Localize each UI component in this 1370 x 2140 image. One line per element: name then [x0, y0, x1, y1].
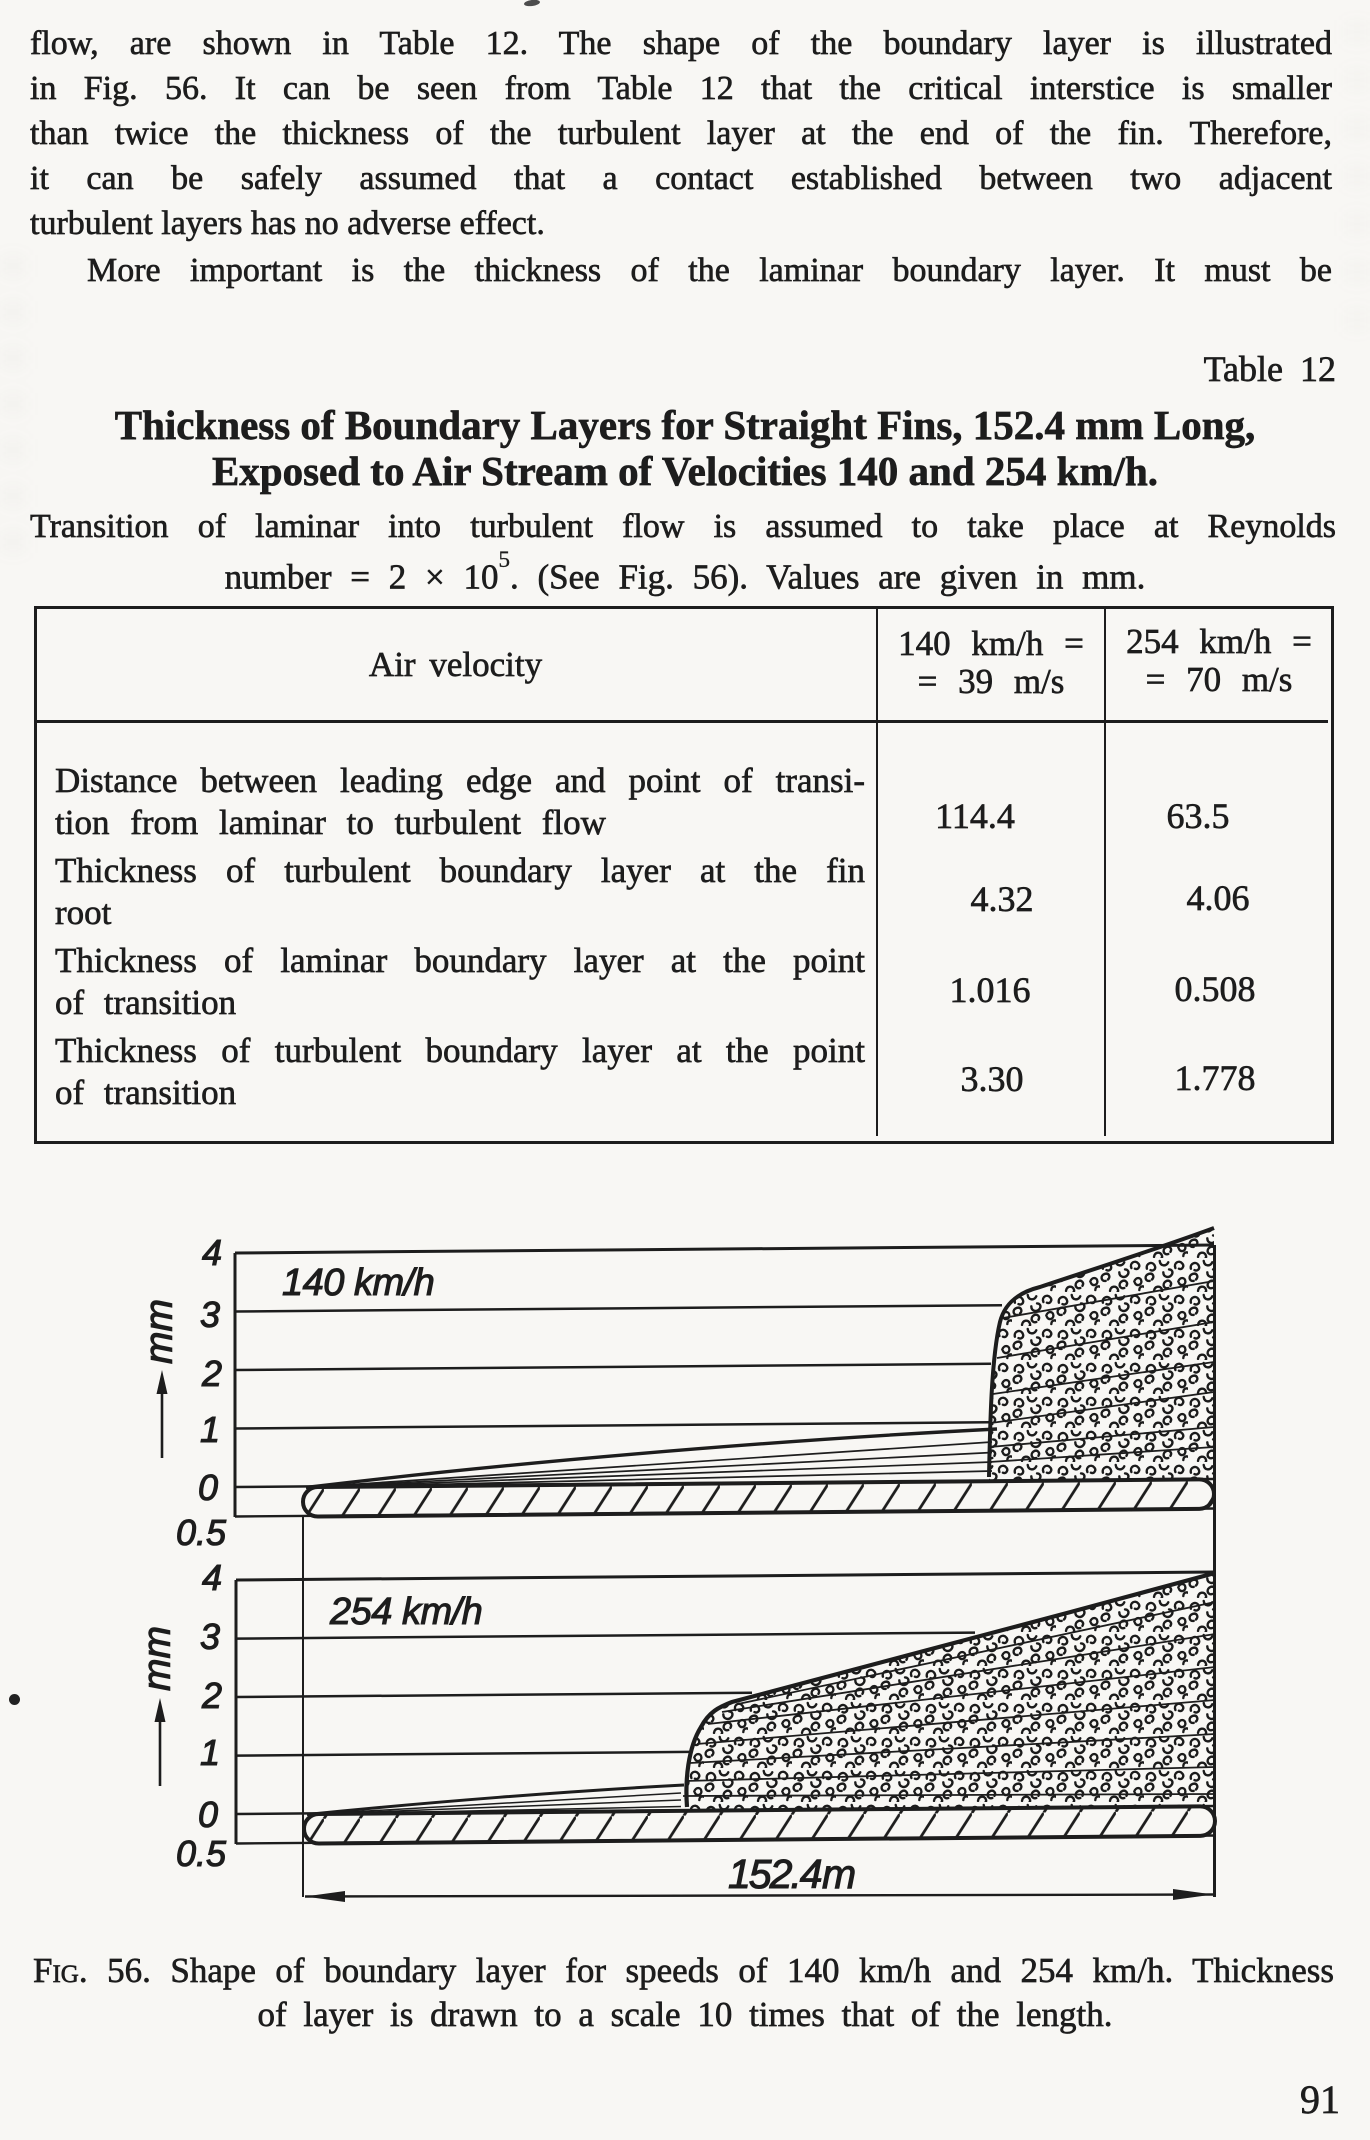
- svg-text:152.4 m: 152.4 m: [728, 1851, 855, 1897]
- svg-text:3: 3: [200, 1616, 220, 1657]
- svg-text:mm: mm: [136, 1626, 179, 1691]
- svg-text:2: 2: [201, 1353, 222, 1394]
- svg-text:140 km/h: 140 km/h: [282, 1262, 434, 1304]
- svg-text:4: 4: [202, 1557, 222, 1598]
- svg-text:3: 3: [200, 1294, 220, 1335]
- svg-text:0.5: 0.5: [176, 1833, 227, 1874]
- svg-text:1: 1: [200, 1409, 220, 1450]
- svg-text:1: 1: [200, 1732, 220, 1773]
- svg-text:4: 4: [202, 1232, 222, 1273]
- svg-text:0: 0: [198, 1794, 218, 1835]
- svg-text:mm: mm: [138, 1299, 181, 1364]
- svg-text:0: 0: [198, 1467, 218, 1508]
- svg-text:2: 2: [201, 1675, 222, 1716]
- svg-text:254 km/h: 254 km/h: [329, 1591, 482, 1633]
- svg-text:0.5: 0.5: [176, 1512, 227, 1553]
